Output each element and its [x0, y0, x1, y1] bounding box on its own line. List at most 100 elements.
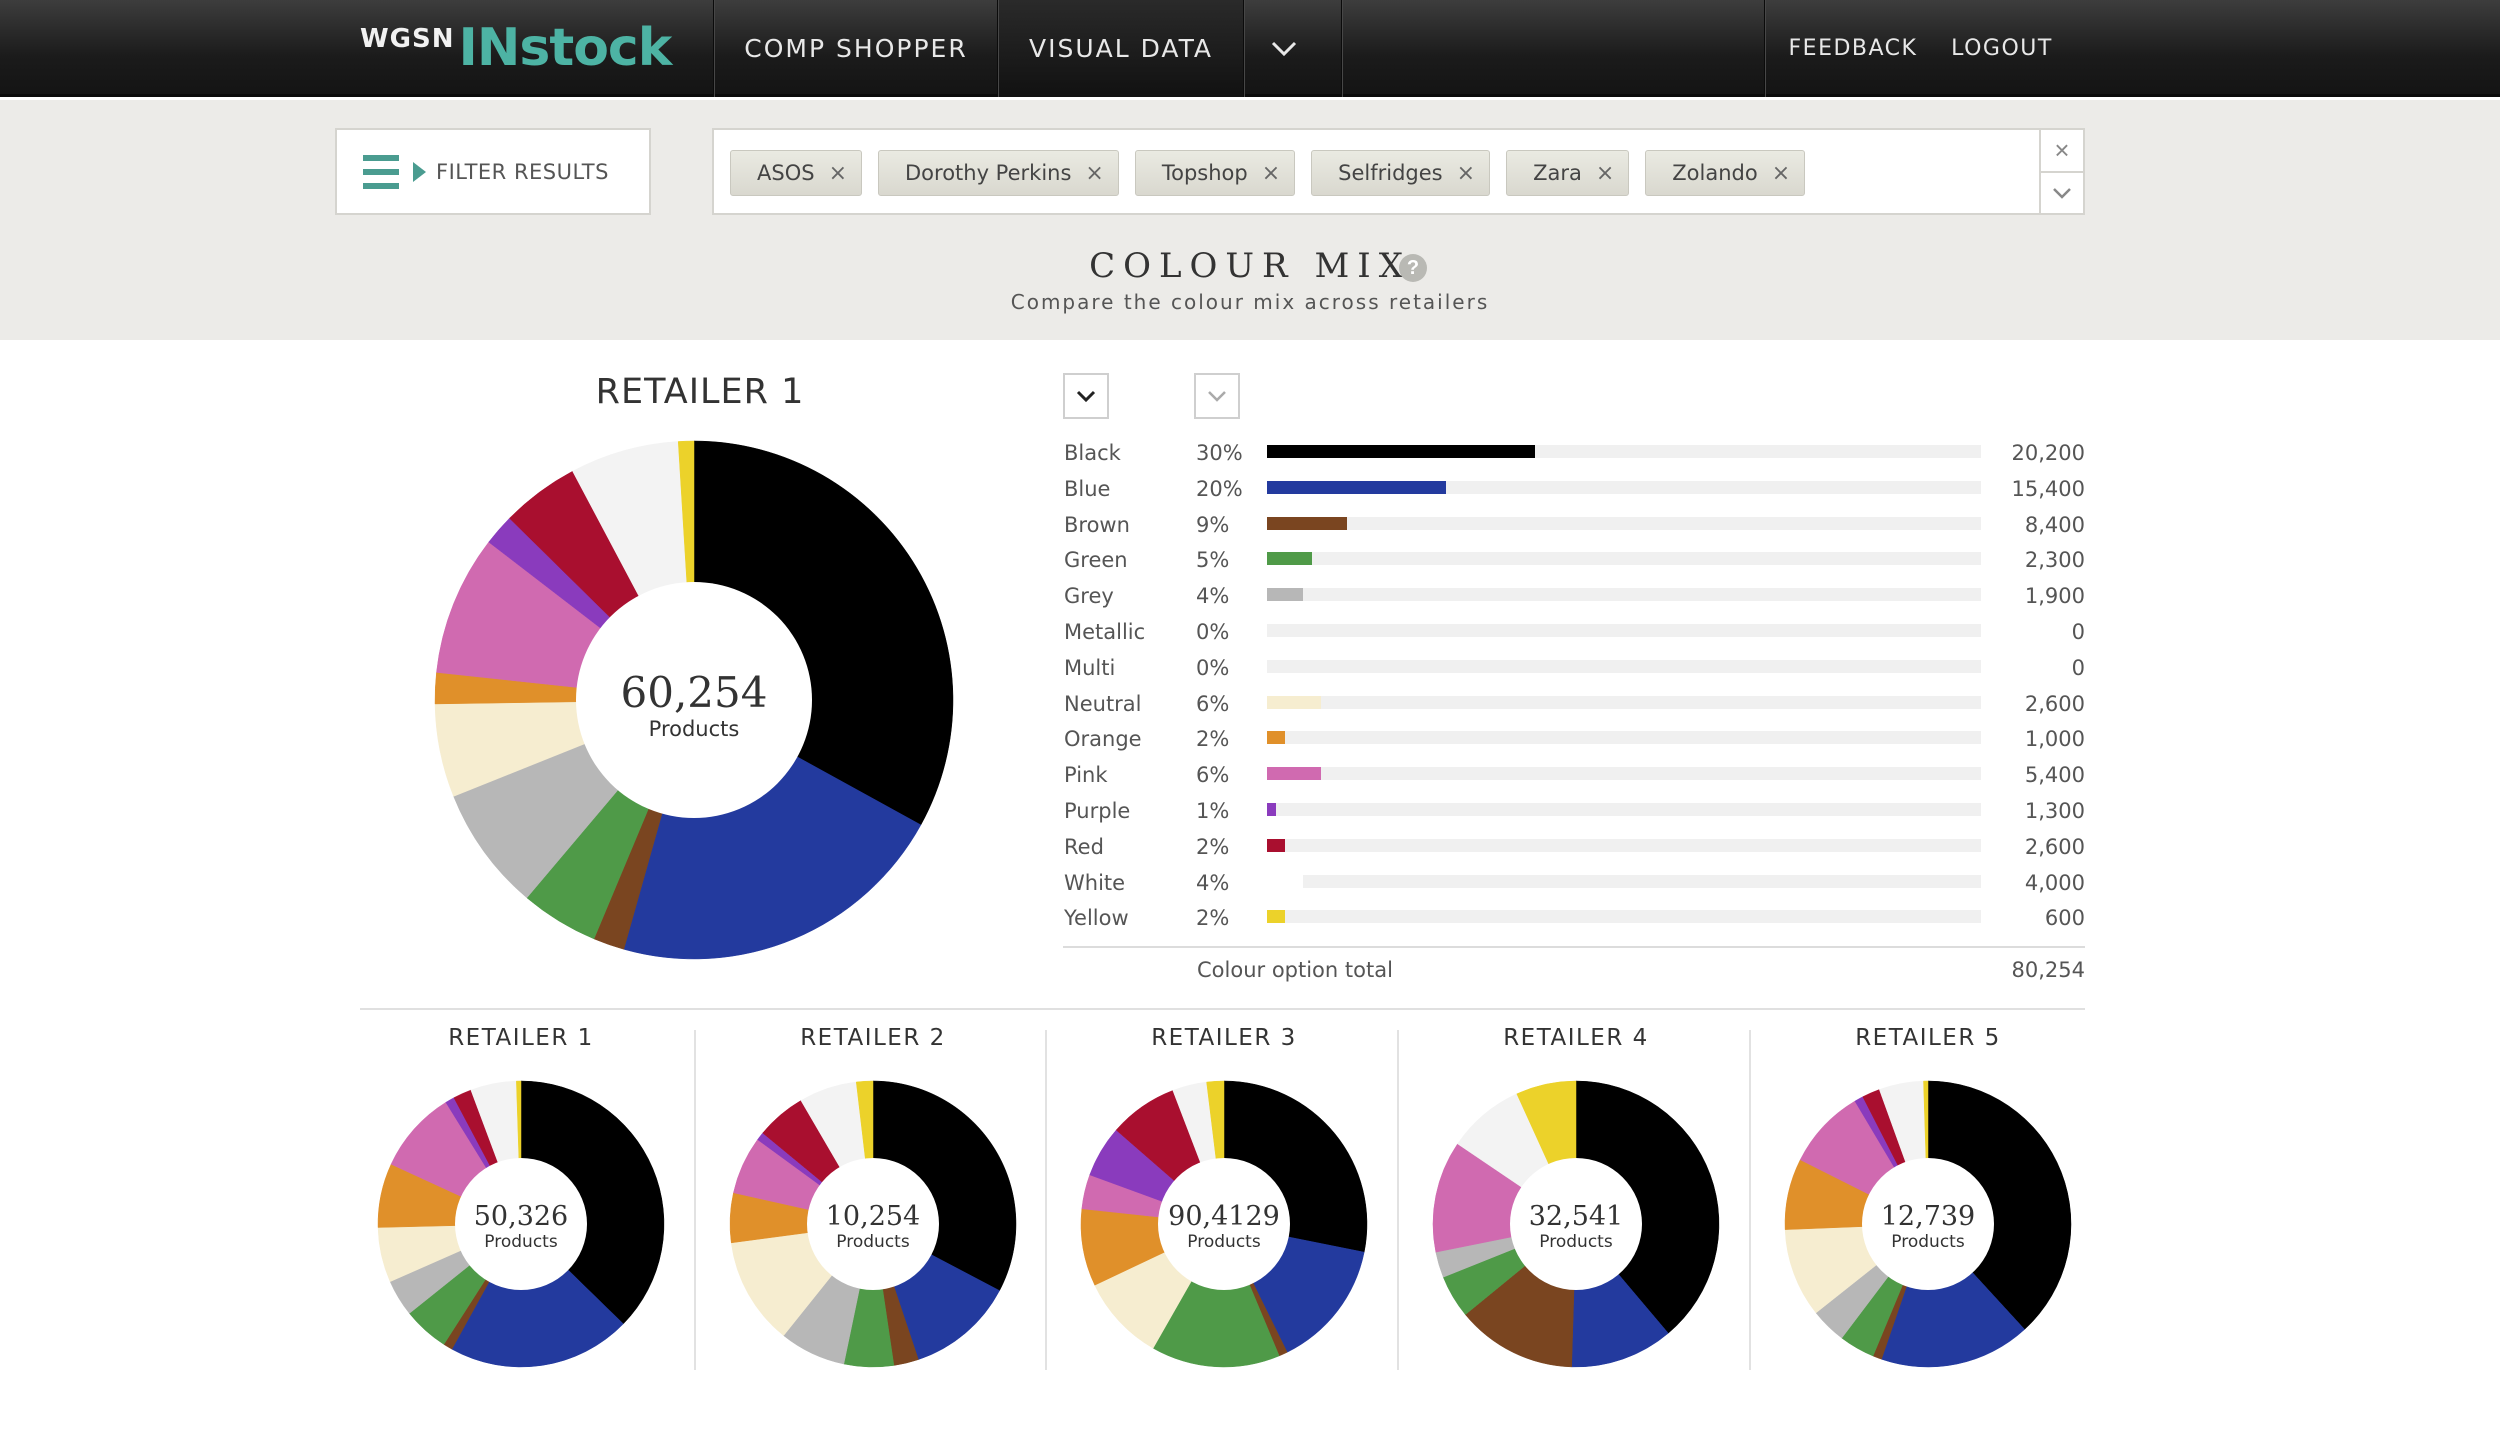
pie-slice-black[interactable] [1575, 1080, 1720, 1334]
pie-slice-blue[interactable] [451, 1223, 624, 1368]
remove-tag-icon[interactable]: × [1085, 160, 1104, 186]
retailer-tag[interactable]: Topshop × [1134, 150, 1296, 196]
colour-bar-row[interactable]: Pink 6% 5,400 [1063, 758, 2085, 794]
sort-select-dropdown[interactable] [1194, 373, 1240, 419]
colour-name: Grey [1064, 584, 1114, 609]
nav-visual-data[interactable]: VISUAL DATA [999, 0, 1243, 97]
bar-track [1267, 731, 1981, 745]
retailer-pie-label: Products [484, 1232, 558, 1252]
remove-tag-icon[interactable]: × [1771, 160, 1791, 186]
colour-count: 2,600 [2024, 691, 2085, 716]
retailer-tag[interactable]: Dorothy Perkins × [878, 150, 1119, 196]
divider [360, 1008, 2085, 1010]
bar-track [1267, 588, 1981, 602]
retailer-tag[interactable]: Zolando × [1645, 150, 1806, 196]
bar-track [1267, 874, 1981, 888]
bar-fill-grey [1267, 588, 1303, 602]
retailer-panel[interactable]: RETAILER 5 12,739 Products [1752, 1025, 2104, 1370]
colour-bar-row[interactable]: Red 2% 2,600 [1063, 830, 2085, 866]
retailer-pie-total: 12,739 [1880, 1201, 1976, 1232]
chevron-down-icon [2053, 187, 2071, 199]
retailer-panel[interactable]: RETAILER 1 50,326 Products [345, 1025, 697, 1370]
retailer-tag[interactable]: ASOS × [730, 150, 862, 196]
tag-label: Selfridges [1338, 161, 1443, 185]
retailer-title: RETAILER 2 [800, 1025, 946, 1051]
retailer-pie-center: 10,254 Products [753, 1201, 993, 1252]
pie-center-hole [576, 582, 812, 818]
colour-bar-row[interactable]: Black 30% 20,200 [1063, 436, 2085, 472]
colour-bar-row[interactable]: Purple 1% 1,300 [1063, 794, 2085, 830]
colour-count: 2,600 [2024, 834, 2085, 859]
tags-dropdown-button[interactable] [2041, 171, 2083, 212]
main-colour-pie-chart [434, 440, 954, 960]
colour-count: 1,000 [2024, 727, 2085, 752]
pie-slice-green[interactable] [1152, 1223, 1280, 1368]
colour-bar-row[interactable]: Green 5% 2,300 [1063, 543, 2085, 579]
main-pie-center: 60,254 Products [574, 668, 814, 741]
colour-bar-row[interactable]: Multi 0% 0 [1063, 651, 2085, 687]
colour-name: Pink [1064, 763, 1108, 788]
bar-track [1267, 480, 1981, 494]
colour-name: Multi [1064, 655, 1116, 680]
pie-slice-black[interactable] [520, 1080, 665, 1325]
main-pie-total: 60,254 [620, 668, 768, 717]
retailer-panel[interactable]: RETAILER 4 32,541 Products [1400, 1025, 1752, 1370]
colour-name: Yellow [1064, 906, 1129, 931]
retailer-pie-center: 32,541 Products [1456, 1201, 1696, 1252]
clear-tags-button[interactable]: × [2041, 130, 2083, 171]
nav-feedback[interactable]: FEEDBACK [1788, 36, 1918, 61]
section-subtitle: Compare the colour mix across retailers [1010, 290, 1490, 314]
retailer-select-dropdown[interactable] [1063, 373, 1109, 419]
retailer-tags-field[interactable]: ASOS × Dorothy Perkins × Topshop × Selfridg… [712, 128, 2085, 215]
colour-count: 1,900 [2024, 584, 2085, 609]
bar-fill-brown [1267, 516, 1348, 530]
panel-divider [1397, 1030, 1399, 1370]
bar-fill-neutral [1267, 695, 1321, 709]
help-icon[interactable]: ? [1399, 254, 1427, 282]
colour-bar-row[interactable]: Neutral 6% 2,600 [1063, 687, 2085, 723]
retailer-pie-total: 32,541 [1528, 1201, 1624, 1232]
wgsn-instock-logo[interactable]: WGSN INstock [360, 18, 672, 78]
bar-track [1267, 516, 1981, 530]
colour-name: White [1064, 870, 1126, 895]
colour-bar-row[interactable]: Blue 20% 15,400 [1063, 472, 2085, 508]
remove-tag-icon[interactable]: × [1456, 160, 1476, 186]
colour-count: 15,400 [2011, 476, 2085, 501]
pie-center-hole [807, 1158, 939, 1290]
colour-name: Neutral [1064, 691, 1142, 716]
retailer-panel[interactable]: RETAILER 2 10,254 Products [697, 1025, 1049, 1370]
colour-percent: 2% [1196, 834, 1230, 859]
remove-tag-icon[interactable]: × [828, 160, 847, 186]
colour-bar-row[interactable]: Metallic 0% 0 [1063, 615, 2085, 651]
retailer-pie-total: 50,326 [473, 1201, 569, 1232]
nav-divider [997, 0, 999, 97]
retailer-tag[interactable]: Selfridges × [1311, 150, 1491, 196]
bar-track [1267, 695, 1981, 709]
nav-logout[interactable]: LOGOUT [1951, 36, 2053, 61]
colour-bar-row[interactable]: Yellow 2% 600 [1063, 901, 2085, 937]
retailer-pie-label: Products [1891, 1232, 1965, 1252]
colour-total-value: 80,254 [2011, 958, 2085, 982]
filter-results-button[interactable]: FILTER RESULTS [335, 128, 651, 215]
remove-tag-icon[interactable]: × [1261, 160, 1281, 186]
colour-percent: 20% [1196, 476, 1243, 501]
bar-fill-black [1267, 445, 1535, 458]
colour-name: Black [1064, 441, 1121, 465]
colour-percent: 2% [1196, 727, 1230, 752]
tag-label: Topshop [1161, 161, 1248, 185]
nav-divider [1764, 0, 1766, 97]
bar-fill-red [1267, 838, 1285, 852]
colour-bar-row[interactable]: White 4% 4,000 [1063, 866, 2085, 902]
colour-bar-row[interactable]: Grey 4% 1,900 [1063, 579, 2085, 615]
nav-comp-shopper[interactable]: COMP SHOPPER [744, 34, 968, 63]
close-icon: × [2054, 135, 2070, 165]
colour-bar-row[interactable]: Orange 2% 1,000 [1063, 722, 2085, 758]
retailer-panel[interactable]: RETAILER 3 90,4129 Products [1048, 1025, 1400, 1370]
remove-tag-icon[interactable]: × [1595, 160, 1615, 186]
colour-name: Metallic [1064, 619, 1146, 644]
pie-slice-black[interactable] [1927, 1080, 2072, 1330]
nav-more-dropdown[interactable] [1245, 0, 1341, 97]
colour-bar-row[interactable]: Brown 9% 8,400 [1063, 508, 2085, 544]
retailer-tag[interactable]: Zara × [1506, 150, 1630, 196]
colour-percent: 4% [1196, 870, 1230, 895]
